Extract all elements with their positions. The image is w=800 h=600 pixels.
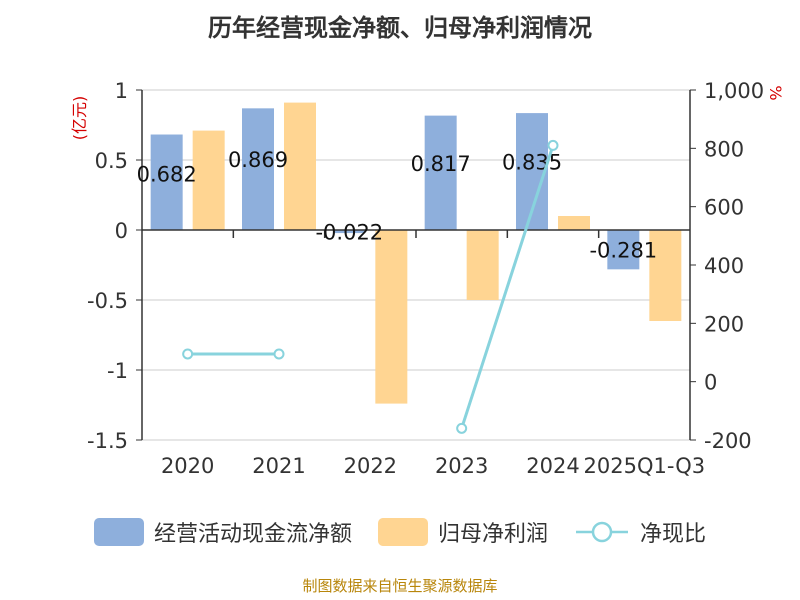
data-label-cashflow: 0.869 xyxy=(228,148,288,172)
footer-source: 制图数据来自恒生聚源数据库 xyxy=(302,577,498,595)
ratio-point xyxy=(456,422,468,434)
legend-swatch-profit xyxy=(377,518,428,546)
y-left-axis-label: (亿元) xyxy=(70,96,89,141)
x-tick-label: 2020 xyxy=(161,454,214,478)
ratio-point xyxy=(547,139,559,151)
x-tick-label: 2023 xyxy=(435,454,488,478)
legend-line-icon xyxy=(576,521,628,543)
y-right-tick-label: 200 xyxy=(704,312,744,336)
bar-profit xyxy=(375,230,408,404)
legend-label-profit: 归母净利润 xyxy=(437,522,548,547)
y-left-tick-label: 0 xyxy=(115,219,128,243)
ratio-line xyxy=(460,144,555,429)
bar-profit xyxy=(649,230,682,321)
legend-label-ratio: 净现比 xyxy=(640,522,707,547)
y-right-tick-label: 400 xyxy=(704,254,744,278)
data-label-cashflow: 0.817 xyxy=(411,152,471,176)
bar-cashflow xyxy=(333,230,366,234)
y-left-tick-label: -0.5 xyxy=(87,289,128,313)
y-left-tick-label: 0.5 xyxy=(95,149,128,173)
bar-profit xyxy=(192,130,225,230)
y-right-tick-label: 1,000 xyxy=(704,79,764,103)
legend-item-cashflow[interactable]: 经营活动现金流净额 xyxy=(93,516,352,548)
legend-item-ratio[interactable]: 净现比 xyxy=(574,516,706,548)
y-left-tick-label: 1 xyxy=(115,79,128,103)
y-right-tick-label: 800 xyxy=(704,137,744,161)
chart-svg: 1 0.5 0 -0.5 -1 -1.5 1,000 800 600 400 200 0 -200 (亿元… xyxy=(70,79,785,478)
x-tick-label: 2021 xyxy=(252,454,305,478)
chart-title: 历年经营现金净额、归母净利润情况 xyxy=(208,14,592,42)
legend-swatch-cashflow xyxy=(93,518,144,546)
bar-cashflow xyxy=(607,230,640,270)
x-tick-label: 2022 xyxy=(344,454,397,478)
y-left-tick-label: -1 xyxy=(107,359,128,383)
data-label-cashflow: 0.682 xyxy=(137,162,197,186)
y-right-tick-label: -200 xyxy=(704,429,752,453)
bar-profit xyxy=(284,102,316,230)
bar-profit xyxy=(466,230,499,300)
data-label-cashflow: -0.281 xyxy=(589,239,657,263)
data-label-cashflow: 0.835 xyxy=(502,151,562,175)
legend: 经营活动现金流净额 归母净利润 净现比 xyxy=(0,512,800,552)
x-tick-label: 2024 xyxy=(526,454,579,478)
bar-cashflow xyxy=(424,115,457,230)
y-right-axis-label: % xyxy=(766,85,785,100)
x-tick-label: 2025Q1-Q3 xyxy=(584,454,706,478)
bar-cashflow xyxy=(150,134,183,230)
ratio-point xyxy=(273,348,285,360)
legend-label-cashflow: 经营活动现金流净额 xyxy=(153,522,352,547)
y-left-tick-label: -1.5 xyxy=(87,429,128,453)
bar-profit xyxy=(558,216,590,230)
y-right-tick-label: 600 xyxy=(704,196,744,220)
legend-item-profit[interactable]: 归母净利润 xyxy=(377,516,548,548)
ratio-point xyxy=(182,348,194,360)
y-right-tick-label: 0 xyxy=(704,371,717,395)
bar-cashflow xyxy=(242,108,274,230)
data-label-cashflow: -0.022 xyxy=(315,221,383,245)
